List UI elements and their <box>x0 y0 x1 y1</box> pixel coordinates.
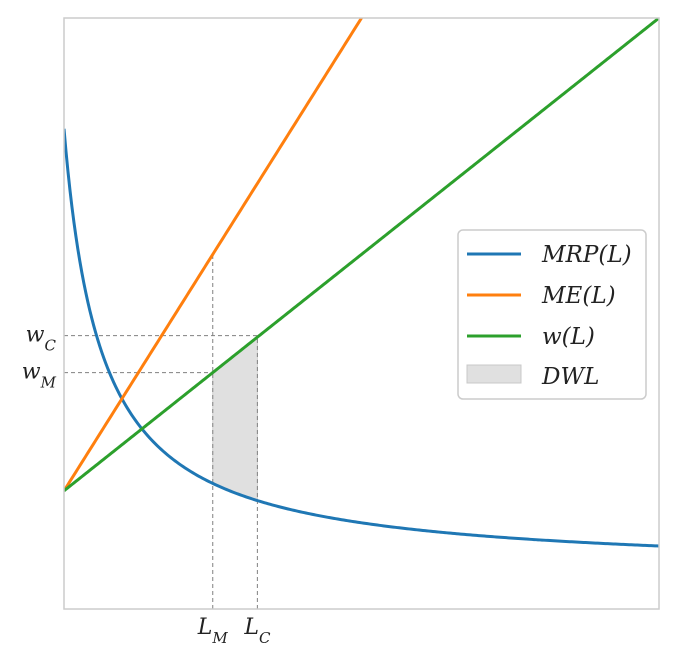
legend-box <box>457 229 647 400</box>
series-line-mrp <box>64 128 659 548</box>
legend-swatch-dwl <box>466 364 522 384</box>
dwl-layer <box>212 336 258 502</box>
legend-label-dwl: DWL <box>541 364 599 390</box>
plot-area <box>64 18 659 609</box>
series-lines <box>64 18 659 548</box>
series-line-me <box>64 18 364 492</box>
plot-frame <box>63 17 660 610</box>
x-tick-label-lm: LM <box>197 615 229 647</box>
dwl-area <box>212 336 258 502</box>
legend-label-w: w(L) <box>542 324 595 350</box>
series-line-w <box>64 18 659 492</box>
y-tick-label-wm: wM <box>22 360 57 392</box>
x-tick-label-lc: LC <box>243 615 271 647</box>
legend: MRP(L) ME(L) w(L) DWL <box>457 229 647 400</box>
guide-lines <box>64 254 258 609</box>
y-tick-label-wc: wC <box>26 323 57 355</box>
legend-label-mrp: MRP(L) <box>541 242 632 268</box>
tick-labels: LM LC wC wM <box>22 323 271 647</box>
legend-label-me: ME(L) <box>541 283 616 309</box>
